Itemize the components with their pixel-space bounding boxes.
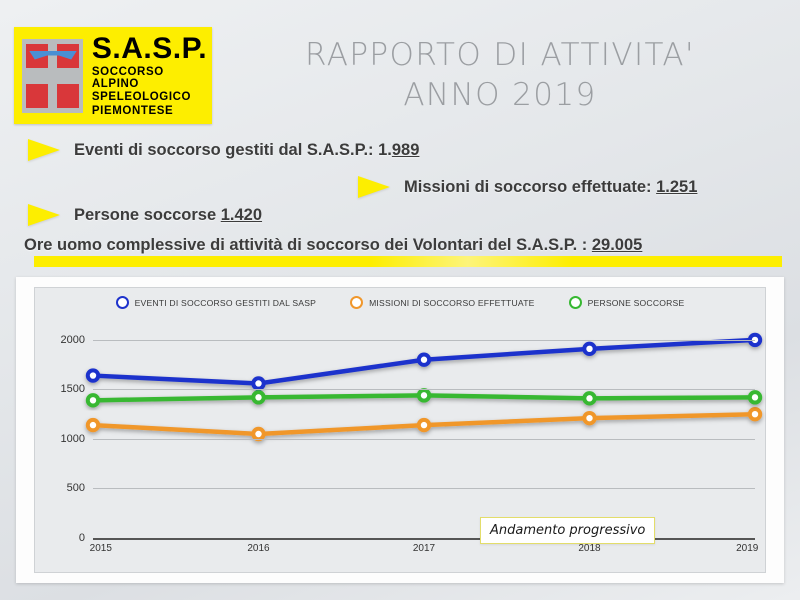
yellow-highlight-bar (34, 256, 782, 267)
x-axis-tick-label: 2018 (578, 543, 601, 554)
chart-data-point[interactable] (416, 388, 432, 403)
chart-data-point[interactable] (251, 390, 266, 405)
stat-line-persone: Persone soccorse 1.420 (28, 204, 262, 226)
stat-text: Ore uomo complessive di attività di socc… (24, 236, 642, 255)
legend-label: PERSONE SOCCORSE (587, 297, 685, 308)
logo-quadrant (56, 83, 79, 108)
chart-gridline: 1500 (61, 383, 755, 395)
chart-gridline: 2000 (61, 334, 755, 346)
stat-value: 1.420 (220, 205, 263, 224)
logo-text-block: S.A.S.P. SOCCORSO ALPINO SPELEOLOGICO PI… (92, 34, 212, 117)
chart-gridline: 500 (67, 482, 755, 494)
page-title-line-1: RAPPORTO DI ATTIVITA' (305, 37, 695, 73)
chart-series (85, 388, 763, 408)
chart-plot-container: EVENTI DI SOCCORSO GESTITI DAL SASP MISSI… (34, 287, 766, 573)
chart-legend: EVENTI DI SOCCORSO GESTITI DAL SASP MISSI… (35, 296, 765, 309)
chart-data-point[interactable] (416, 417, 432, 433)
chart-data-point[interactable] (582, 410, 597, 426)
chart-data-point[interactable] (251, 426, 266, 442)
stat-label: Persone soccorse (74, 205, 221, 224)
logo-subtitle-1: SOCCORSO ALPINO (91, 66, 164, 90)
y-axis-tick-label: 2000 (60, 333, 85, 346)
legend-item[interactable]: EVENTI DI SOCCORSO GESTITI DAL SASP (115, 296, 317, 309)
triangle-bullet-icon (358, 176, 390, 198)
legend-marker-icon (350, 296, 364, 309)
y-axis-tick-label: 500 (66, 482, 85, 495)
stat-value: 1.251 (656, 177, 698, 196)
stat-text: Persone soccorse 1.420 (74, 206, 262, 225)
chart-data-point[interactable] (416, 352, 432, 367)
chart-data-point[interactable] (747, 406, 763, 422)
chart-data-point[interactable] (85, 368, 101, 383)
stat-label: Missioni di soccorso effettuate: (404, 177, 657, 196)
chart-data-point[interactable] (85, 417, 101, 433)
chart-data-point[interactable] (85, 393, 101, 408)
chart-panel: EVENTI DI SOCCORSO GESTITI DAL SASP MISSI… (16, 277, 784, 583)
stat-text: Eventi di soccorso gestiti dal S.A.S.P.:… (74, 141, 419, 160)
stat-line-missioni: Missioni di soccorso effettuate: 1.251 (358, 176, 697, 198)
chart-data-point[interactable] (582, 341, 597, 357)
x-axis-tick-label: 2019 (736, 543, 759, 554)
chart-gridline: 1000 (61, 433, 755, 445)
stat-label: Eventi di soccorso gestiti dal S.A.S.P.:… (74, 140, 392, 159)
stat-value: 29.005 (591, 236, 643, 254)
triangle-bullet-icon (28, 139, 60, 161)
y-axis-tick-label: 1000 (60, 432, 85, 445)
legend-label: MISSIONI DI SOCCORSO EFFETTUATE (369, 297, 535, 308)
page-title-line-2: ANNO 2019 (403, 76, 597, 113)
stat-line-eventi: Eventi di soccorso gestiti dal S.A.S.P.:… (28, 139, 419, 161)
stat-text: Missioni di soccorso effettuate: 1.251 (404, 178, 697, 197)
chart-series (85, 406, 763, 442)
logo-subtitle-2: SPELEOLOGICO (91, 91, 192, 103)
logo-acronym: S.A.S.P. (91, 32, 208, 65)
y-axis-tick-label: 1500 (60, 383, 85, 396)
page-title: RAPPORTO DI ATTIVITA' ANNO 2019 (250, 36, 750, 115)
legend-marker-icon (115, 296, 129, 309)
chart-plot-area: 0 500 1000 1500 2000 2015 2016 2017 2018 2019 (61, 330, 763, 554)
logo-mountain-icon (29, 50, 77, 60)
chart-series-svg (85, 332, 763, 442)
stat-label: Ore uomo complessive di attività di socc… (24, 236, 592, 254)
savoy-cross-icon (22, 38, 83, 113)
stat-line-ore-uomo: Ore uomo complessive di attività di socc… (24, 236, 642, 255)
chart-series (85, 332, 763, 391)
x-axis-tick-label: 2015 (89, 543, 112, 554)
chart-data-point[interactable] (251, 376, 266, 391)
y-axis-tick-label: 0 (78, 532, 85, 544)
legend-item[interactable]: MISSIONI DI SOCCORSO EFFETTUATE (350, 296, 535, 309)
x-axis-tick-label: 2016 (247, 543, 270, 554)
chart-annotation: Andamento progressivo (480, 517, 656, 544)
x-axis-tick-label: 2017 (412, 543, 436, 554)
legend-label: EVENTI DI SOCCORSO GESTITI DAL SASP (134, 297, 317, 308)
chart-gridline: 0 (79, 532, 755, 544)
sasp-logo: S.A.S.P. SOCCORSO ALPINO SPELEOLOGICO PI… (14, 27, 212, 124)
chart-data-point[interactable] (582, 391, 597, 406)
legend-marker-icon (568, 296, 582, 309)
triangle-bullet-icon (28, 204, 60, 226)
chart-data-point[interactable] (747, 390, 763, 405)
logo-quadrant (26, 83, 48, 108)
logo-subtitle-3: PIEMONTESE (91, 104, 174, 117)
legend-item[interactable]: PERSONE SOCCORSE (568, 296, 685, 309)
stat-value: 989 (391, 140, 420, 159)
